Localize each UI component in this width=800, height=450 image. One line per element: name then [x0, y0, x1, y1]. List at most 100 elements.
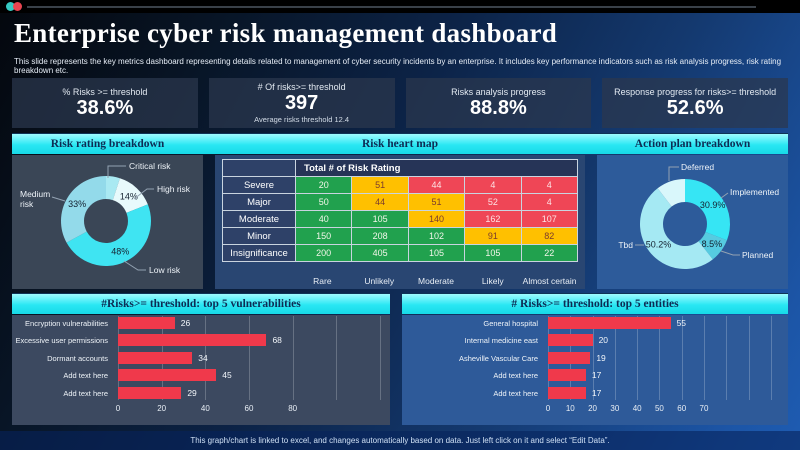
gridline: [205, 316, 207, 400]
heatmap-row: Minor 150 208 102 91 82: [222, 227, 579, 245]
bar[interactable]: [118, 317, 175, 329]
gridline: [292, 316, 294, 400]
donut-slice-medium-risk[interactable]: [61, 176, 106, 243]
risk-rating-donut-chart[interactable]: Critical risk 14% High risk 48% Low risk 33% M…: [12, 155, 203, 289]
window-dot-teal-icon[interactable]: [6, 2, 15, 11]
heatmap-col-label: Unlikely: [364, 276, 395, 286]
heatmap-row: Severe 20 51 44 4 4: [222, 176, 579, 194]
kpi-card-num-risks-threshold[interactable]: # Of risks>= threshold 397 Average risks…: [208, 78, 395, 128]
x-axis-tick-label: 50: [654, 404, 664, 413]
heatmap-corner-cell: [222, 159, 296, 177]
kpi-row: % Risks >= threshold 38.6% # Of risks>= …: [12, 78, 788, 128]
heatmap-cell[interactable]: 200: [294, 244, 353, 262]
bar[interactable]: [118, 386, 182, 399]
kpi-card-risks-pct-threshold[interactable]: % Risks >= threshold 38.6%: [12, 78, 198, 128]
label-connector-line: [133, 188, 154, 200]
heatmap-cell[interactable]: 4: [464, 176, 522, 194]
heatmap-cell[interactable]: 44: [351, 193, 409, 211]
gridline: [614, 316, 616, 400]
kpi-card-risk-analysis-progress[interactable]: Risks analysis progress 88.8%: [405, 78, 592, 128]
heatmap-cell[interactable]: 107: [520, 210, 579, 228]
heatmap-cell[interactable]: 44: [407, 176, 466, 194]
heatmap-cell[interactable]: 105: [407, 244, 466, 262]
heatmap-row: Insignificance 200 405 105 105 22: [222, 244, 579, 262]
bar-value-label: 34: [198, 352, 208, 363]
bar-value-label: 45: [222, 370, 232, 381]
risk-heatmap-table[interactable]: Total # of Risk Rating Severe 20 51 44 4 4 Majo…: [222, 159, 579, 262]
bar-category-label: Add text here: [63, 371, 108, 381]
action-plan-donut-panel[interactable]: 30.9% Implemented 8.5% Planned 50.2% Tbd Defer…: [597, 155, 788, 289]
heatmap-row-label: Severe: [222, 176, 296, 194]
kpi-value: 397: [284, 92, 319, 114]
donut-segment-label: Critical risk: [129, 161, 171, 171]
gridline: [704, 316, 705, 400]
heatmap-cell[interactable]: 82: [520, 227, 579, 245]
page-title: Enterprise cyber risk management dashboa…: [14, 18, 558, 48]
heatmap-cell[interactable]: 102: [407, 227, 466, 245]
bar[interactable]: [118, 351, 193, 364]
heatmap-cell[interactable]: 4: [520, 176, 579, 194]
heatmap-row-label: Insignificance: [222, 244, 296, 262]
gridline: [637, 316, 639, 400]
donut-slice-critical-risk[interactable]: [106, 176, 120, 201]
heatmap-cell[interactable]: 140: [407, 210, 466, 228]
heatmap-cell[interactable]: 50: [294, 193, 353, 211]
top-entities-bar-chart[interactable]: 0 10 20 30 40 50 60 70 General hospital 55 Interna…: [402, 315, 788, 425]
risk-rating-donut-panel[interactable]: Critical risk 14% High risk 48% Low risk 33% M…: [12, 155, 203, 289]
bar[interactable]: [548, 386, 586, 399]
bar[interactable]: [548, 317, 671, 329]
heatmap-cell[interactable]: 4: [520, 193, 579, 211]
heatmap-cell[interactable]: 91: [464, 227, 522, 245]
heatmap-header: Total # of Risk Rating: [295, 159, 578, 177]
donut-slice-planned[interactable]: [698, 231, 727, 260]
kpi-value: 88.8%: [470, 97, 527, 119]
heatmap-col-spacer: [222, 276, 294, 286]
label-connector-line: [123, 260, 146, 271]
top-vulnerabilities-bar-chart[interactable]: 0 20 40 60 80 Encryption vulnerabilities 26 Exc…: [12, 315, 390, 425]
bar[interactable]: [548, 369, 586, 382]
bar[interactable]: [118, 334, 267, 347]
kpi-label: # Of risks>= threshold: [257, 82, 346, 92]
heatmap-cell[interactable]: 405: [351, 244, 409, 262]
kpi-sub-label: Average risks threshold 12.4: [254, 115, 350, 124]
gridline: [249, 316, 250, 400]
risk-heatmap-panel[interactable]: Total # of Risk Rating Severe 20 51 44 4 4 Majo…: [215, 155, 585, 289]
heatmap-cell[interactable]: 208: [351, 227, 409, 245]
heatmap-cell[interactable]: 51: [407, 193, 466, 211]
bar-value-label: 17: [591, 370, 602, 381]
donut-pct-label: 33%: [68, 199, 86, 209]
heatmap-cell[interactable]: 150: [294, 227, 353, 245]
action-plan-donut-chart[interactable]: 30.9% Implemented 8.5% Planned 50.2% Tbd Defer…: [597, 155, 788, 289]
donut-slice-implemented[interactable]: [685, 179, 730, 241]
gridline: [748, 316, 750, 400]
page-subtitle: This slide represents the key metrics da…: [14, 57, 782, 75]
heatmap-row-label: Moderate: [222, 210, 296, 228]
donut-slice-high-risk[interactable]: [112, 178, 148, 213]
label-connector-line: [51, 196, 66, 202]
x-axis-tick-label: 0: [115, 404, 121, 413]
heatmap-col-label: Moderate: [418, 276, 454, 286]
gridline: [770, 316, 772, 400]
heatmap-cell[interactable]: 20: [294, 176, 353, 194]
window-dot-red-icon[interactable]: [13, 2, 22, 11]
heatmap-column-labels: Rare Unlikely Moderate Likely Almost certain: [222, 276, 578, 286]
bar[interactable]: [118, 369, 217, 382]
donut-slice-low-risk[interactable]: [66, 204, 151, 266]
heatmap-cell[interactable]: 22: [520, 244, 579, 262]
label-connector-line: [668, 166, 679, 181]
heatmap-row: Moderate 40 105 140 162 107: [222, 210, 579, 228]
donut-slice-tbd[interactable]: [640, 188, 713, 269]
bar[interactable]: [548, 334, 593, 347]
heatmap-cell[interactable]: 105: [351, 210, 409, 228]
bar[interactable]: [548, 351, 591, 364]
heatmap-cell[interactable]: 51: [351, 176, 409, 194]
heatmap-cell[interactable]: 40: [294, 210, 353, 228]
heatmap-cell[interactable]: 162: [464, 210, 522, 228]
donut-slice-deferred[interactable]: [657, 179, 685, 207]
titlebar-divider: [27, 6, 756, 8]
heatmap-cell[interactable]: 105: [464, 244, 522, 262]
donut-segment-label: Medium risk: [20, 189, 50, 209]
kpi-card-response-progress[interactable]: Response progress for risks>= threshold …: [602, 78, 788, 128]
heatmap-cell[interactable]: 52: [464, 193, 522, 211]
